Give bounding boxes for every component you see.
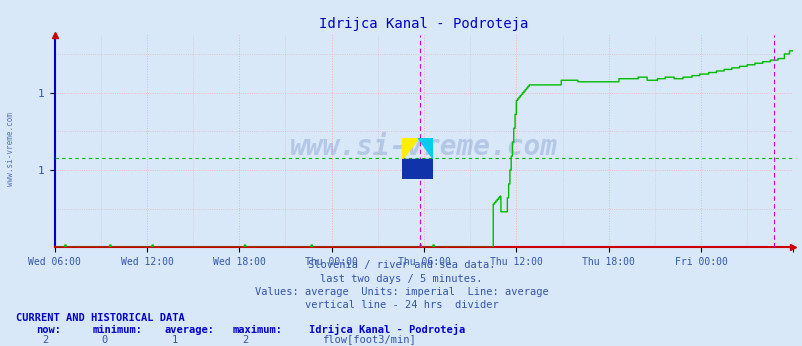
- Text: 1: 1: [172, 335, 178, 345]
- Title: Idrijca Kanal - Podroteja: Idrijca Kanal - Podroteja: [319, 17, 528, 31]
- Text: vertical line - 24 hrs  divider: vertical line - 24 hrs divider: [304, 300, 498, 310]
- Text: now:: now:: [36, 325, 61, 335]
- Polygon shape: [402, 158, 432, 179]
- Text: 2: 2: [43, 335, 49, 345]
- Text: 0: 0: [101, 335, 107, 345]
- Polygon shape: [417, 138, 432, 158]
- Text: 2: 2: [241, 335, 248, 345]
- Text: minimum:: minimum:: [92, 325, 142, 335]
- Text: www.si-vreme.com: www.si-vreme.com: [290, 133, 557, 161]
- Text: CURRENT AND HISTORICAL DATA: CURRENT AND HISTORICAL DATA: [16, 313, 184, 323]
- Text: Slovenia / river and sea data.: Slovenia / river and sea data.: [307, 260, 495, 270]
- Text: Idrijca Kanal - Podroteja: Idrijca Kanal - Podroteja: [309, 324, 465, 335]
- Text: flow[foot3/min]: flow[foot3/min]: [322, 335, 415, 345]
- Polygon shape: [402, 138, 417, 158]
- Text: average:: average:: [164, 325, 214, 335]
- Text: www.si-vreme.com: www.si-vreme.com: [6, 112, 15, 186]
- Text: Values: average  Units: imperial  Line: average: Values: average Units: imperial Line: av…: [254, 287, 548, 297]
- Text: maximum:: maximum:: [233, 325, 282, 335]
- Text: last two days / 5 minutes.: last two days / 5 minutes.: [320, 274, 482, 284]
